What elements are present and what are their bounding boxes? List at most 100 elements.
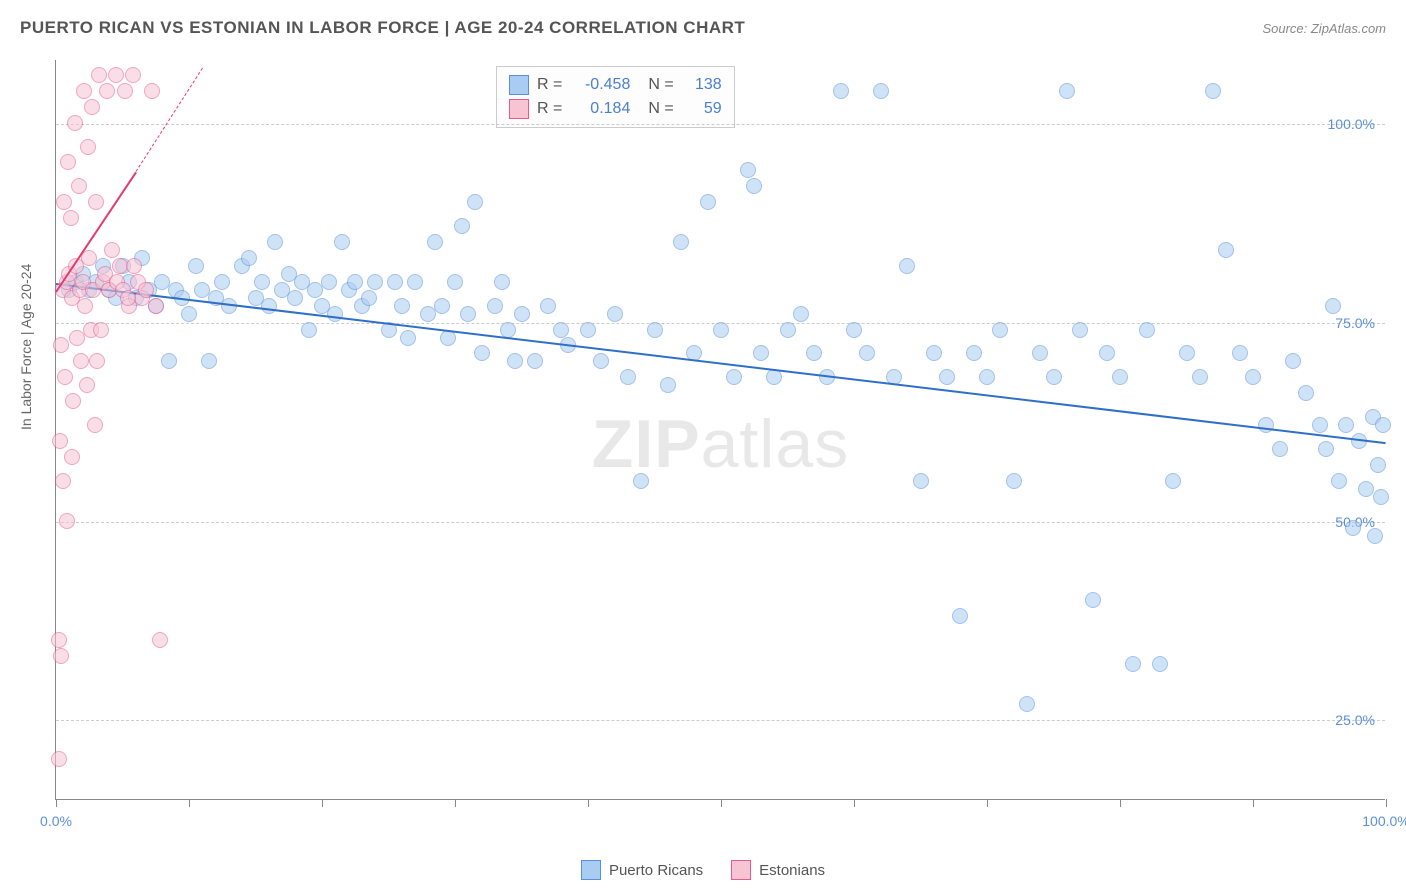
data-point	[1085, 592, 1101, 608]
data-point	[51, 751, 67, 767]
data-point	[1072, 322, 1088, 338]
data-point	[746, 178, 762, 194]
data-point	[1019, 696, 1035, 712]
x-tick	[322, 799, 323, 807]
data-point	[120, 290, 136, 306]
data-point	[873, 83, 889, 99]
data-point	[1099, 345, 1115, 361]
data-point	[514, 306, 530, 322]
data-point	[1179, 345, 1195, 361]
legend-label: Estonians	[759, 862, 825, 879]
x-tick	[987, 799, 988, 807]
legend-swatch	[581, 860, 601, 880]
data-point	[93, 322, 109, 338]
data-point	[859, 345, 875, 361]
data-point	[89, 353, 105, 369]
data-point	[447, 274, 463, 290]
data-point	[181, 306, 197, 322]
stats-n-value: 59	[682, 100, 722, 118]
data-point	[1112, 369, 1128, 385]
data-point	[301, 322, 317, 338]
x-tick	[854, 799, 855, 807]
x-tick-label: 0.0%	[40, 813, 72, 829]
data-point	[939, 369, 955, 385]
data-point	[1331, 473, 1347, 489]
stats-row: R =-0.458N =138	[509, 73, 722, 97]
data-point	[80, 139, 96, 155]
legend-label: Puerto Ricans	[609, 862, 703, 879]
legend-item: Estonians	[731, 860, 825, 880]
data-point	[79, 377, 95, 393]
y-tick-label: 75.0%	[1335, 315, 1375, 331]
data-point	[1325, 298, 1341, 314]
data-point	[214, 274, 230, 290]
data-point	[87, 417, 103, 433]
data-point	[979, 369, 995, 385]
chart-title: PUERTO RICAN VS ESTONIAN IN LABOR FORCE …	[20, 18, 745, 38]
watermark: ZIPatlas	[592, 405, 849, 483]
data-point	[387, 274, 403, 290]
data-point	[474, 345, 490, 361]
x-tick	[1120, 799, 1121, 807]
data-point	[65, 393, 81, 409]
data-point	[620, 369, 636, 385]
y-tick-label: 100.0%	[1328, 116, 1375, 132]
y-axis-label: In Labor Force | Age 20-24	[18, 264, 34, 430]
x-tick	[721, 799, 722, 807]
data-point	[1125, 656, 1141, 672]
stats-swatch	[509, 99, 529, 119]
data-point	[1345, 520, 1361, 536]
scatter-plot: ZIPatlas R =-0.458N =138R =0.184N =59 25…	[55, 60, 1385, 800]
data-point	[367, 274, 383, 290]
stats-r-value: 0.184	[570, 100, 630, 118]
data-point	[407, 274, 423, 290]
data-point	[144, 83, 160, 99]
data-point	[753, 345, 769, 361]
data-point	[1367, 528, 1383, 544]
data-point	[992, 322, 1008, 338]
gridline	[56, 720, 1385, 721]
data-point	[1312, 417, 1328, 433]
data-point	[1205, 83, 1221, 99]
data-point	[67, 115, 83, 131]
x-tick	[588, 799, 589, 807]
gridline	[56, 124, 1385, 125]
data-point	[241, 250, 257, 266]
data-point	[99, 83, 115, 99]
data-point	[53, 337, 69, 353]
data-point	[76, 83, 92, 99]
data-point	[1245, 369, 1261, 385]
data-point	[1192, 369, 1208, 385]
stats-r-label: R =	[537, 76, 562, 94]
data-point	[361, 290, 377, 306]
legend-item: Puerto Ricans	[581, 860, 703, 880]
data-point	[400, 330, 416, 346]
data-point	[51, 632, 67, 648]
data-point	[673, 234, 689, 250]
title-bar: PUERTO RICAN VS ESTONIAN IN LABOR FORCE …	[20, 18, 1386, 38]
stats-r-label: R =	[537, 100, 562, 118]
data-point	[88, 194, 104, 210]
trendline-extension	[135, 68, 202, 172]
legend-swatch	[731, 860, 751, 880]
stats-row: R =0.184N =59	[509, 97, 722, 121]
data-point	[1258, 417, 1274, 433]
data-point	[347, 274, 363, 290]
data-point	[593, 353, 609, 369]
stats-n-value: 138	[682, 76, 722, 94]
data-point	[126, 258, 142, 274]
data-point	[460, 306, 476, 322]
data-point	[138, 282, 154, 298]
data-point	[327, 306, 343, 322]
stats-swatch	[509, 75, 529, 95]
data-point	[500, 322, 516, 338]
data-point	[71, 178, 87, 194]
data-point	[57, 369, 73, 385]
stats-legend: R =-0.458N =138R =0.184N =59	[496, 66, 735, 128]
x-tick-label: 100.0%	[1362, 813, 1406, 829]
data-point	[1046, 369, 1062, 385]
x-tick	[455, 799, 456, 807]
data-point	[780, 322, 796, 338]
data-point	[55, 473, 71, 489]
data-point	[1358, 481, 1374, 497]
